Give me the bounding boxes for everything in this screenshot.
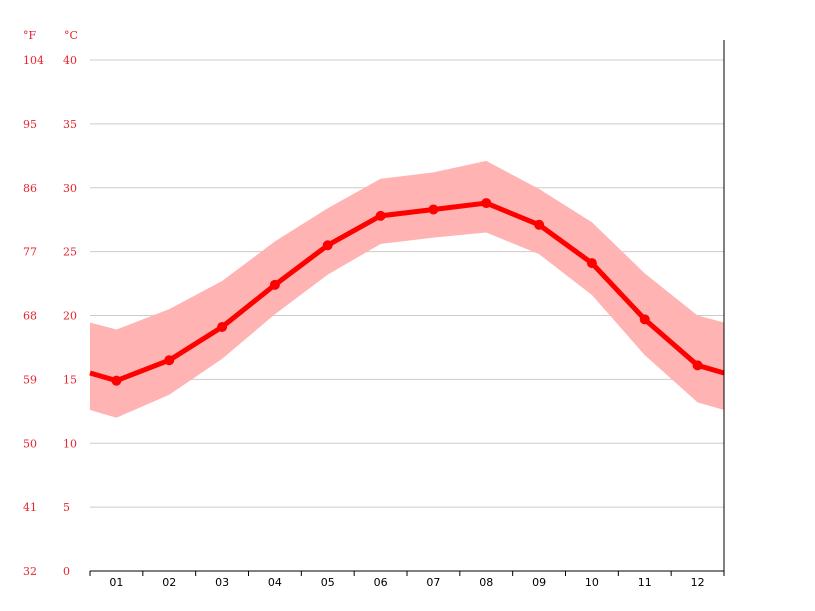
data-point-04 (269, 279, 280, 290)
tick-label-c-25: 25 (63, 246, 77, 259)
month-label-10: 10 (585, 576, 599, 589)
tick-label-c-15: 15 (63, 373, 77, 386)
average-temperature-line (89, 200, 725, 384)
month-label-05: 05 (321, 576, 335, 589)
data-point-12 (692, 360, 703, 371)
tick-label-c-40: 40 (63, 54, 77, 67)
month-label-06: 06 (374, 576, 388, 589)
tick-label-f-104: 104 (23, 54, 44, 67)
tick-label-f-86: 86 (23, 182, 37, 195)
tick-label-c-10: 10 (63, 437, 77, 450)
month-label-08: 08 (479, 576, 493, 589)
tick-label-f-77: 77 (23, 246, 37, 259)
tick-label-c-30: 30 (63, 182, 77, 195)
month-label-11: 11 (638, 576, 652, 589)
range-band-area (90, 160, 724, 418)
tick-label-f-95: 95 (23, 118, 37, 131)
data-point-05 (322, 240, 333, 251)
data-point-08 (481, 198, 492, 209)
data-point-11 (639, 314, 650, 325)
tick-label-f-68: 68 (23, 310, 37, 323)
tick-label-f-59: 59 (23, 373, 37, 386)
data-point-07 (428, 204, 439, 215)
tick-label-c-0: 0 (63, 565, 70, 578)
data-point-10 (586, 258, 597, 269)
month-label-03: 03 (215, 576, 229, 589)
average-temperature-series (89, 198, 725, 386)
tick-label-c-35: 35 (63, 118, 77, 131)
tick-label-f-41: 41 (23, 501, 37, 514)
data-point-02 (164, 355, 175, 366)
month-label-01: 01 (109, 576, 123, 589)
tick-label-c-20: 20 (63, 310, 77, 323)
data-point-06 (375, 210, 386, 221)
month-label-07: 07 (426, 576, 440, 589)
month-label-04: 04 (268, 576, 282, 589)
unit-label-celsius: °C (64, 29, 78, 42)
temperature-range-band (90, 160, 724, 418)
tick-labels: °F °C 0 32 5 41 10 50 15 59 20 68 25 77 30 86 35 95 40 10… (23, 29, 705, 589)
tick-label-c-5: 5 (63, 501, 70, 514)
axes (89, 40, 725, 576)
month-label-12: 12 (691, 576, 705, 589)
data-point-09 (534, 219, 545, 230)
tick-label-f-50: 50 (23, 437, 37, 450)
data-point-03 (217, 321, 228, 332)
month-label-09: 09 (532, 576, 546, 589)
month-label-02: 02 (162, 576, 176, 589)
unit-label-fahrenheit: °F (23, 29, 37, 42)
tick-label-f-32: 32 (23, 565, 37, 578)
data-point-01 (111, 375, 122, 386)
